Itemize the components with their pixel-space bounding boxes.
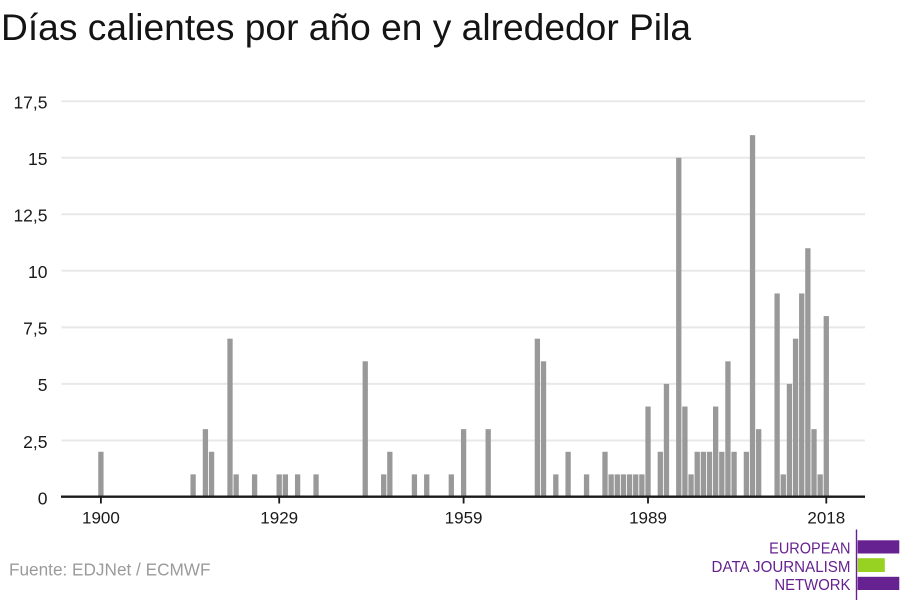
- svg-text:1959: 1959: [445, 509, 483, 528]
- svg-text:7,5: 7,5: [23, 319, 47, 339]
- svg-text:2,5: 2,5: [23, 432, 47, 452]
- svg-text:10: 10: [28, 262, 48, 282]
- svg-text:0: 0: [38, 488, 48, 508]
- svg-text:Días calientes por año en y al: Días calientes por año en y alrededor Pi…: [1, 7, 691, 48]
- svg-text:1929: 1929: [260, 509, 298, 528]
- svg-text:12,5: 12,5: [13, 206, 47, 226]
- svg-text:1900: 1900: [82, 509, 120, 528]
- svg-text:DATA JOURNALISM: DATA JOURNALISM: [712, 559, 851, 576]
- svg-text:15: 15: [28, 149, 47, 169]
- svg-text:1989: 1989: [629, 509, 667, 528]
- svg-text:NETWORK: NETWORK: [774, 577, 850, 594]
- svg-text:EUROPEAN: EUROPEAN: [769, 540, 850, 558]
- svg-text:Fuente: EDJNet / ECMWF: Fuente: EDJNet / ECMWF: [9, 559, 211, 579]
- svg-text:17,5: 17,5: [13, 93, 47, 113]
- svg-text:5: 5: [38, 375, 48, 395]
- svg-text:2018: 2018: [807, 509, 845, 528]
